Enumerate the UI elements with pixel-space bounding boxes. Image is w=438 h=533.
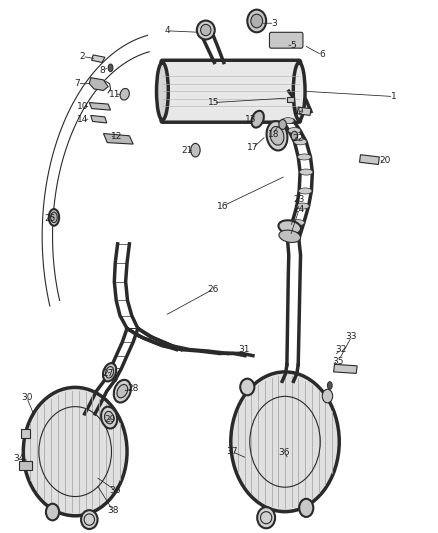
Polygon shape [297,107,311,116]
Polygon shape [21,429,30,438]
Ellipse shape [201,25,211,36]
Ellipse shape [114,380,131,402]
Ellipse shape [282,118,294,124]
Text: 36: 36 [278,448,290,457]
Ellipse shape [23,387,127,516]
Text: 23: 23 [293,195,305,204]
Text: 4: 4 [164,26,170,35]
Ellipse shape [231,372,339,512]
Text: 37: 37 [226,447,238,456]
Text: 11: 11 [109,90,120,99]
Polygon shape [92,55,105,62]
Text: 20: 20 [379,156,391,165]
Text: 33: 33 [346,332,357,341]
Text: 16: 16 [217,201,229,211]
Ellipse shape [108,64,113,71]
Polygon shape [89,78,108,91]
Text: 15: 15 [208,98,219,107]
Ellipse shape [247,10,266,33]
Ellipse shape [105,411,114,424]
Text: 24: 24 [293,205,305,214]
Polygon shape [334,365,357,374]
Text: 8: 8 [99,66,105,75]
Ellipse shape [299,499,313,517]
Text: 7: 7 [74,79,81,88]
Text: 35: 35 [332,357,344,366]
Ellipse shape [120,88,129,100]
Ellipse shape [294,139,307,145]
Text: 6: 6 [319,51,325,60]
Ellipse shape [322,389,332,403]
Text: 22: 22 [293,134,304,143]
Text: 1: 1 [391,92,396,101]
Ellipse shape [251,111,264,127]
Text: 31: 31 [238,345,250,354]
Polygon shape [89,102,110,110]
Ellipse shape [51,212,57,223]
Text: 21: 21 [181,147,193,156]
Ellipse shape [103,363,116,382]
Ellipse shape [293,62,305,120]
Polygon shape [18,461,32,471]
FancyBboxPatch shape [269,33,303,48]
Text: 17: 17 [247,143,259,152]
Ellipse shape [156,62,168,120]
Text: 36: 36 [110,486,121,495]
Text: 26: 26 [208,285,219,294]
Text: 2: 2 [79,52,85,61]
Ellipse shape [288,127,300,134]
Text: 18: 18 [268,130,279,139]
Text: 14: 14 [77,115,88,124]
Ellipse shape [279,230,300,243]
Text: 19: 19 [293,107,305,116]
Text: 32: 32 [335,345,346,354]
Text: 38: 38 [107,506,119,515]
Ellipse shape [46,504,59,520]
Text: 27: 27 [102,368,114,377]
Ellipse shape [267,121,287,150]
Ellipse shape [292,220,304,225]
FancyBboxPatch shape [161,60,300,122]
Ellipse shape [197,21,215,39]
Ellipse shape [299,188,312,194]
Text: 10: 10 [77,102,88,111]
Text: 25: 25 [45,214,56,223]
Ellipse shape [279,119,286,130]
Ellipse shape [297,154,311,160]
Polygon shape [287,96,294,102]
Polygon shape [91,116,107,123]
Ellipse shape [279,220,301,234]
Text: 34: 34 [13,454,24,463]
Polygon shape [103,134,133,144]
Ellipse shape [191,143,200,157]
Text: 29: 29 [105,415,116,424]
Ellipse shape [49,209,59,225]
Ellipse shape [81,510,98,529]
Ellipse shape [257,507,275,528]
Ellipse shape [240,378,254,395]
Ellipse shape [270,126,284,145]
Text: 28: 28 [127,384,139,393]
Text: 5: 5 [291,42,297,51]
Text: 13: 13 [245,116,257,124]
Ellipse shape [251,14,263,28]
Ellipse shape [296,203,309,209]
Ellipse shape [300,169,313,175]
Ellipse shape [117,384,128,398]
Text: 3: 3 [272,19,278,28]
Text: 12: 12 [110,132,122,141]
Ellipse shape [291,131,298,140]
Ellipse shape [101,407,117,429]
Ellipse shape [328,382,332,389]
Text: 30: 30 [21,393,32,402]
Polygon shape [360,155,379,165]
